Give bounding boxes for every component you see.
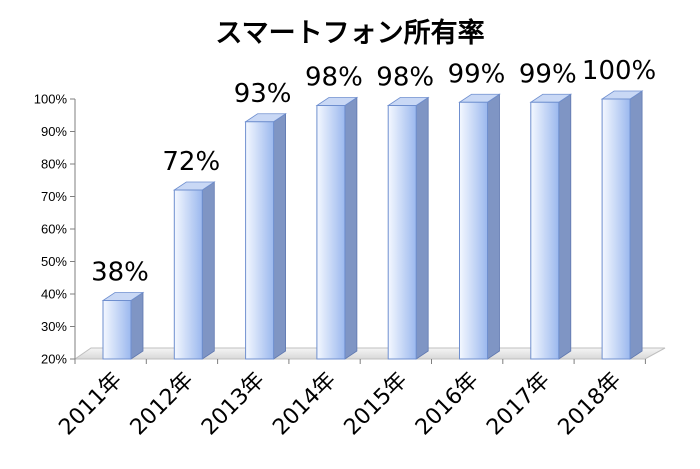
bar: [172, 181, 216, 360]
bar-front: [245, 121, 275, 360]
data-label: 99%: [448, 59, 506, 89]
y-tick-label: 40%: [41, 287, 67, 302]
y-tick-label: 80%: [41, 157, 67, 172]
bar: [529, 93, 573, 360]
bar-side: [201, 181, 215, 360]
chart-floor: [73, 347, 666, 360]
data-label: 98%: [305, 63, 363, 93]
y-tick-label: 100%: [34, 92, 68, 107]
bar-side: [130, 291, 144, 360]
bar: [315, 96, 359, 360]
y-tick-label: 30%: [41, 319, 67, 334]
bar-side: [344, 96, 358, 360]
x-tick-label: 2012年: [126, 368, 199, 441]
bar-front: [316, 105, 346, 360]
x-tick-label: 2011年: [54, 368, 127, 441]
bar: [458, 93, 501, 360]
bar-front: [601, 98, 631, 360]
x-tick-label: 2013年: [197, 368, 270, 441]
bar: [101, 291, 145, 360]
y-tick-label: 20%: [41, 352, 67, 367]
bar-side: [558, 93, 572, 360]
bar: [600, 90, 644, 360]
x-tick-label: 2015年: [340, 368, 413, 441]
y-tick-label: 90%: [41, 124, 67, 139]
chart-title: スマートフォン所有率: [215, 17, 484, 49]
y-tick-label: 50%: [41, 254, 67, 269]
bar: [386, 96, 430, 360]
bar-front: [459, 101, 488, 360]
bar: [244, 113, 287, 360]
x-tick-label: 2014年: [268, 368, 341, 441]
bar-side: [415, 96, 429, 360]
bar-side: [629, 90, 643, 360]
x-tick-label: 2017年: [482, 368, 555, 441]
x-tick-label: 2018年: [554, 368, 627, 441]
data-label: 93%: [234, 79, 292, 109]
data-label: 100%: [582, 56, 656, 86]
x-tick-label: 2016年: [411, 368, 484, 441]
bar-front: [102, 300, 132, 360]
data-label: 72%: [162, 147, 220, 177]
data-label: 99%: [519, 59, 577, 89]
y-tick-label: 70%: [41, 189, 67, 204]
bar-front: [173, 189, 203, 360]
data-label: 98%: [376, 63, 434, 93]
y-tick-label: 60%: [41, 222, 67, 237]
bar-side: [487, 93, 500, 360]
data-label: 38%: [91, 258, 149, 288]
bar-side: [273, 113, 287, 360]
bar-front: [387, 105, 417, 360]
bar-front: [530, 101, 560, 360]
